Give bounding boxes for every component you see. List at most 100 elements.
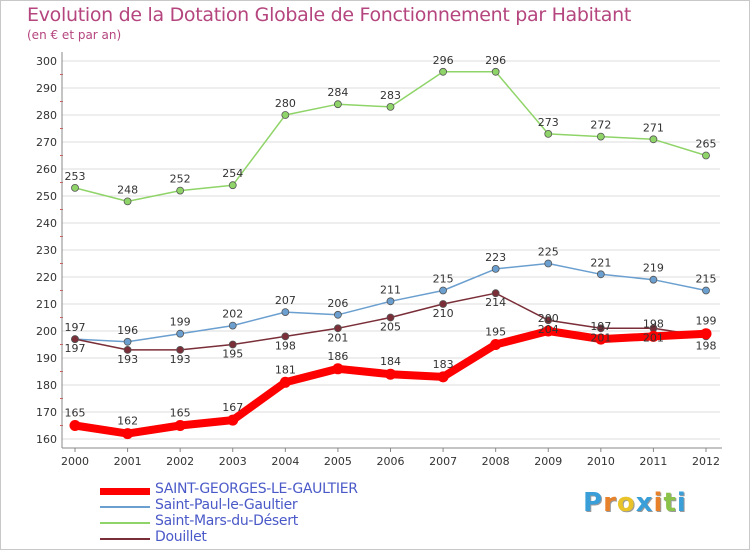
data-point [649,275,658,284]
data-label: 198 [275,339,296,352]
proxiti-logo: Proxiti [583,488,687,518]
data-point [544,129,553,138]
y-tick-label: 240 [36,217,57,230]
data-point [174,420,186,431]
legend-label: Douillet [155,529,207,545]
data-label: 197 [65,342,86,355]
data-point [71,183,79,192]
data-label: 223 [485,251,506,264]
data-point [544,316,553,325]
data-point [491,67,500,76]
data-point [227,414,239,426]
logo-letter: t [663,488,677,518]
legend-swatch [100,522,150,524]
data-point [279,376,291,388]
data-point [386,103,395,111]
data-point [334,324,342,333]
y-tick-label: 160 [36,433,57,446]
data-point [544,259,553,268]
legend-swatch [100,538,150,540]
data-point [596,324,605,333]
chart-title: Evolution de la Dotation Globale de Fonc… [27,4,632,26]
x-tick-label: 2000 [61,455,89,468]
data-label: 221 [590,256,611,269]
data-point [439,300,447,308]
data-point [123,337,132,346]
data-label: 273 [538,116,559,129]
legend-label: SAINT-GEORGES-LE-GAULTIER [155,481,358,497]
data-label: 196 [117,324,138,337]
data-label: 272 [590,119,611,132]
data-label: 253 [65,170,86,183]
data-label: 193 [170,353,191,366]
legend-item: SAINT-GEORGES-LE-GAULTIER [100,481,400,499]
data-point [437,371,449,383]
data-point [122,428,134,440]
data-point [332,363,344,375]
data-label: 201 [327,331,348,344]
data-label: 254 [222,167,243,180]
y-tick-label: 250 [36,190,57,203]
legend-item: Saint-Paul-le-Gaultier [100,497,400,515]
x-tick-label: 2001 [114,455,142,468]
data-label: 186 [327,350,348,363]
data-label: 215 [433,273,454,286]
data-point [281,308,290,317]
x-tick-label: 2011 [639,455,667,468]
data-label: 162 [117,415,138,428]
data-point [700,328,712,340]
data-label: 207 [275,294,296,307]
data-label: 195 [485,326,506,339]
data-label: 165 [65,407,86,420]
y-tick-label: 270 [36,136,57,149]
data-point [281,111,290,119]
data-point [228,181,237,190]
data-label: 204 [538,323,559,336]
data-label: 225 [538,246,559,259]
data-point [386,313,395,322]
data-point [596,132,605,141]
logo-letter: o [616,488,636,518]
y-tick-label: 180 [36,379,57,392]
x-tick-label: 2003 [219,455,247,468]
y-tick-label: 200 [36,325,57,338]
y-tick-label: 170 [36,406,57,419]
data-point [491,289,500,298]
data-label: 165 [170,407,191,420]
data-point [334,310,342,319]
legend-label: Saint-Mars-du-Désert [155,513,298,529]
data-label: 167 [222,401,243,414]
data-point [702,286,710,295]
data-point [69,420,81,431]
data-label: 197 [65,321,86,334]
logo-letter: r [603,488,617,518]
data-label: 215 [696,273,717,286]
x-tick-label: 2012 [692,455,720,468]
data-point [595,333,607,345]
y-tick-label: 230 [36,244,57,257]
data-point [491,264,500,273]
legend-item: Saint-Mars-du-Désert [100,513,400,531]
y-tick-label: 190 [36,352,57,365]
data-label: 184 [380,355,401,368]
data-point [702,151,710,160]
data-label: 252 [170,173,191,186]
data-point [385,368,396,380]
x-tick-label: 2007 [429,455,457,468]
data-label: 199 [696,315,717,328]
y-tick-label: 290 [36,82,57,95]
data-point [649,135,658,144]
data-point [647,330,659,342]
data-label: 210 [433,307,454,320]
data-label: 271 [643,121,664,134]
y-tick-label: 280 [36,109,57,122]
data-point [596,270,605,279]
data-label: 201 [643,331,664,344]
data-label: 284 [327,86,348,99]
x-tick-label: 2006 [377,455,405,468]
data-point [490,339,502,350]
data-label: 199 [170,316,191,329]
data-label: 183 [433,358,454,371]
